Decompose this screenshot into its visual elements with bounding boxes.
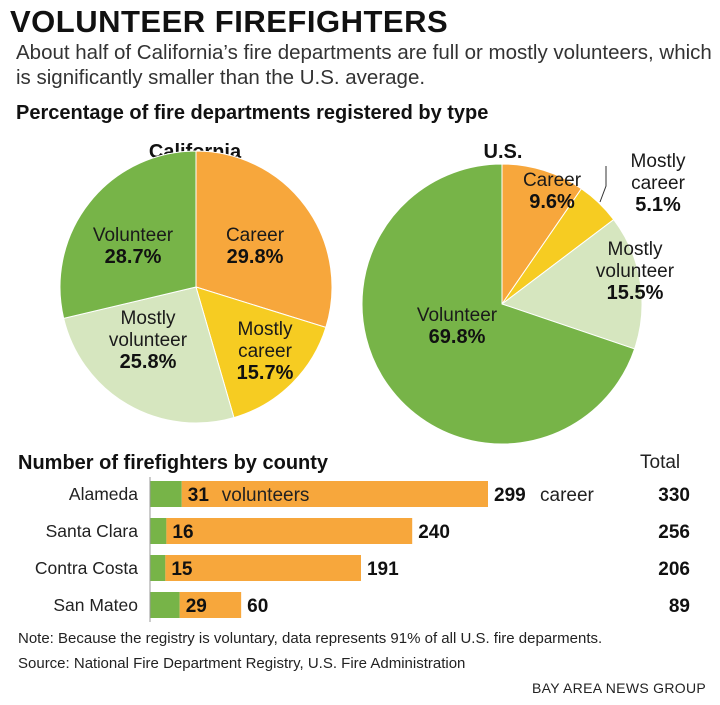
bar-value-career-san-mateo: 60 [247,596,268,617]
pie-slice-california-mostly-volunteer [63,286,235,424]
bar-value-career-contra-costa: 191 [367,559,399,580]
note-text: Note: Because the registry is voluntary,… [18,630,603,647]
bar-value-volunteers-contra-costa: 15 [171,559,193,580]
bar-total-contra-costa: 206 [658,559,690,580]
pie-label-california-mostly-volunteer-line2: volunteer [109,330,188,351]
pie-label-u-s-mostly-career-line2: career [631,173,686,194]
bar-career-san-mateo [179,592,242,618]
pie-label-california-mostly-career-line2: career [238,341,293,362]
pie-chart-california: CaliforniaCareer29.8%Mostlycareer15.7%Mo… [59,141,333,424]
pie-label-california-mostly-career-line1: Mostly [238,319,293,340]
leader-line-mostly-career [599,166,607,203]
bar-value-volunteers-san-mateo: 29 [186,596,207,617]
bar-section-heading: Number of firefighters by county [18,452,329,474]
bar-volunteers-san-mateo [150,592,180,618]
bar-value-career-alameda: 299 [494,485,526,506]
bar-value-volunteers-alameda: 31 [188,485,210,506]
bar-value-volunteers-santa-clara: 16 [172,522,193,543]
pie-label-california-mostly-volunteer-line1: Mostly [121,308,176,329]
pie-label-u-s-mostly-volunteer-line1: Mostly [608,239,663,260]
pie-label-u-s-career-line1: Career [523,170,582,191]
pie-value-u-s-career: 9.6% [529,191,575,213]
pie-value-u-s-volunteer: 69.8% [429,326,486,348]
pie-title-u-s: U.S. [484,141,523,163]
bar-category-alameda: Alameda [69,484,138,504]
total-column-header: Total [640,452,681,473]
bar-category-contra-costa: Contra Costa [35,558,138,578]
pie-chart-u-s: U.S.Career9.6%Mostlycareer5.1%Mostlyvolu… [361,141,686,445]
pie-label-u-s-mostly-volunteer-line2: volunteer [596,261,675,282]
pie-label-california-career-line1: Career [226,225,285,246]
pie-slice-california-career [195,150,333,329]
bar-career-alameda [181,481,488,507]
pie-value-california-mostly-career: 15.7% [237,362,294,384]
bar-value-career-santa-clara: 240 [418,522,450,543]
page-title: VOLUNTEER FIREFIGHTERS [10,4,449,39]
bar-volunteers-santa-clara [150,518,167,544]
pie-value-california-career: 29.8% [227,246,284,268]
bar-career-santa-clara [166,518,413,544]
bar-career-contra-costa [165,555,361,581]
pie-slice-u-s-mostly-volunteer [500,218,643,350]
bar-category-san-mateo: San Mateo [53,595,138,615]
bar-volunteers-contra-costa [150,555,166,581]
pie-value-california-mostly-volunteer: 25.8% [120,351,177,373]
bar-total-san-mateo: 89 [669,596,690,617]
subtitle: About half of California’s fire departme… [16,41,712,89]
credit-text: BAY AREA NEWS GROUP [531,680,706,696]
bar-total-alameda: 330 [658,485,690,506]
bar-chart-counties: Alameda 31 volunteers 299 career 330 Santa Cla… [35,477,690,622]
pie-slice-u-s-volunteer [361,163,636,445]
pie-label-u-s-mostly-career-line1: Mostly [631,151,686,172]
bar-total-santa-clara: 256 [658,522,690,543]
pie-value-california-volunteer: 28.7% [105,246,162,268]
bar-series-label-career: career [540,485,595,506]
pie-label-california-volunteer-line1: Volunteer [93,225,174,246]
pie-value-u-s-mostly-career: 5.1% [635,194,681,216]
pie-section-heading: Percentage of fire departments registere… [16,102,489,124]
pie-value-u-s-mostly-volunteer: 15.5% [607,282,664,304]
bar-series-label-volunteers: volunteers [222,485,310,506]
bar-volunteers-alameda [150,481,182,507]
pie-slice-california-mostly-career [195,286,327,419]
pie-slice-u-s-career [501,163,583,306]
pie-label-u-s-volunteer-line1: Volunteer [417,305,498,326]
bar-category-santa-clara: Santa Clara [46,521,139,541]
source-text: Source: National Fire Department Registr… [18,655,466,672]
pie-slice-california-volunteer [59,150,197,319]
